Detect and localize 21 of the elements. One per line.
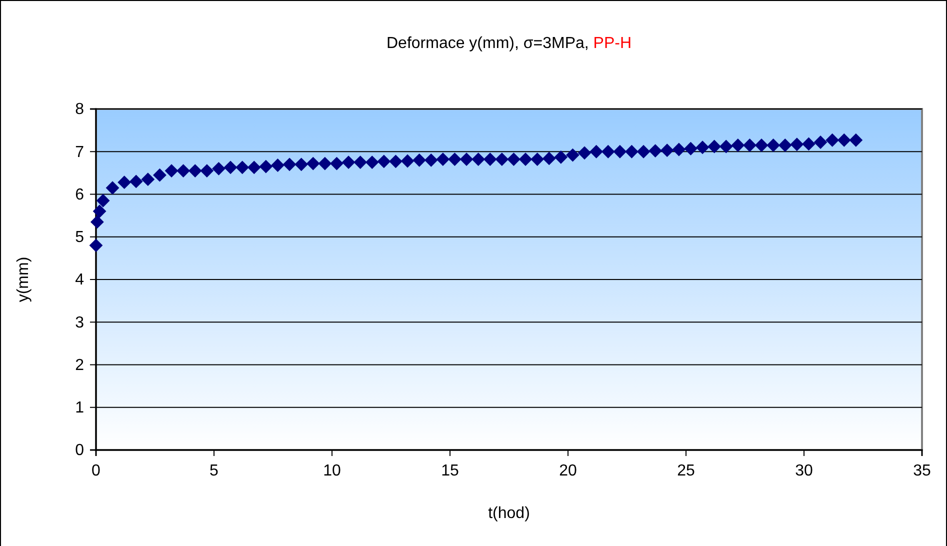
y-tick-label: 1 [75,399,84,416]
x-tick-label: 15 [441,462,459,480]
chart-title: Deformace y(mm), σ=3MPa, [386,35,589,52]
y-tick-label: 0 [75,442,84,460]
y-tick-label: 2 [75,356,84,374]
y-tick-label: 6 [75,186,84,204]
y-tick-label: 7 [75,144,84,161]
x-tick-label: 10 [323,462,341,480]
x-tick-label: 25 [677,462,695,480]
x-tick-label: 5 [210,462,219,480]
x-tick-label: 0 [92,462,101,480]
x-tick-label: 30 [795,462,813,480]
chart-subtitle: PP-H [588,35,632,52]
y-tick-label: 3 [75,314,84,332]
x-axis-title: t(hod) [488,505,530,522]
y-axis-title: y(mm) [15,256,32,302]
x-tick-label: 20 [559,462,577,480]
y-tick-label: 4 [75,272,84,289]
y-tick-label: 8 [75,101,84,118]
y-tick-label: 5 [75,228,84,246]
x-tick-label: 35 [913,462,931,480]
